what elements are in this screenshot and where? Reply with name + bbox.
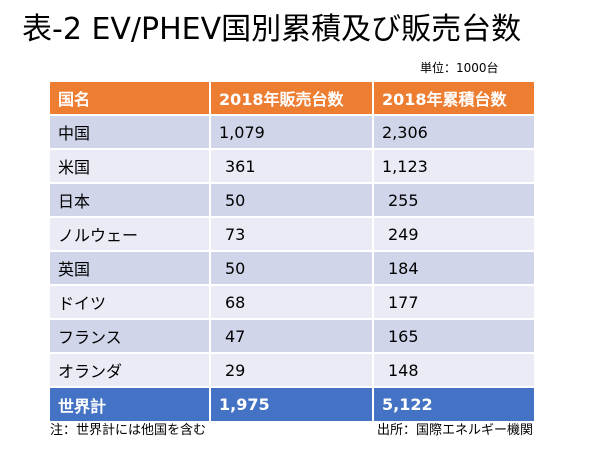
ev-phev-table: 国名 2018年販売台数 2018年累積台数 中国 1,079 2,306 米国… [50,80,534,421]
cumulative-cell: 255 [372,182,534,217]
table-row: 日本 50 255 [50,182,534,217]
sales-cell: 73 [209,216,373,251]
table-row: 英国 50 184 [50,250,534,285]
unit-label: 単位：1000台 [420,61,499,75]
country-cell: 日本 [50,182,210,217]
sales-cell: 361 [209,148,373,183]
table-total-row: 世界計 1,975 5,122 [50,386,534,421]
table-row: フランス 47 165 [50,318,534,353]
header-country: 国名 [50,80,210,115]
cumulative-cell: 2,306 [372,114,534,149]
cumulative-cell: 1,123 [372,148,534,183]
cumulative-cell: 177 [372,284,534,319]
table-row: オランダ 29 148 [50,352,534,387]
header-sales-2018: 2018年販売台数 [209,80,373,115]
sales-cell: 1,079 [209,114,373,149]
sales-cell: 29 [209,352,373,387]
cumulative-cell: 148 [372,352,534,387]
table-row: ドイツ 68 177 [50,284,534,319]
total-cumulative-cell: 5,122 [372,386,534,421]
sales-cell: 68 [209,284,373,319]
country-cell: ドイツ [50,284,210,319]
table-row: 米国 361 1,123 [50,148,534,183]
header-cumulative-2018: 2018年累積台数 [372,80,534,115]
source-note: 出所：国際エネルギー機関 [377,423,534,438]
total-country-cell: 世界計 [50,386,210,421]
country-cell: オランダ [50,352,210,387]
sales-cell: 50 [209,182,373,217]
country-cell: フランス [50,318,210,353]
country-cell: 中国 [50,114,210,149]
footnote: 注：世界計には他国を含む [50,423,207,438]
country-cell: 英国 [50,250,210,285]
table-row: ノルウェー 73 249 [50,216,534,251]
country-cell: ノルウェー [50,216,210,251]
cumulative-cell: 249 [372,216,534,251]
cumulative-cell: 184 [372,250,534,285]
table-row: 中国 1,079 2,306 [50,114,534,149]
sales-cell: 50 [209,250,373,285]
table-header-row: 国名 2018年販売台数 2018年累積台数 [50,80,534,115]
cumulative-cell: 165 [372,318,534,353]
total-sales-cell: 1,975 [209,386,373,421]
sales-cell: 47 [209,318,373,353]
country-cell: 米国 [50,148,210,183]
page-title: 表-2 EV/PHEV国別累積及び販売台数 [22,12,522,47]
